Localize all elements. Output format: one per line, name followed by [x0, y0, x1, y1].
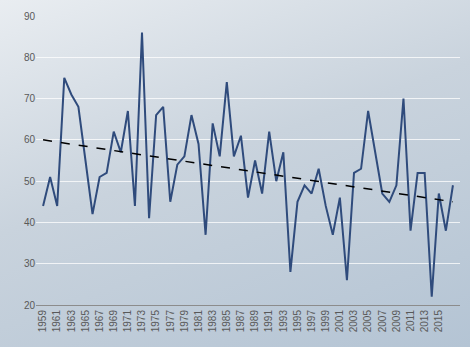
- svg-text:2015: 2015: [433, 310, 444, 333]
- svg-text:1973: 1973: [136, 310, 147, 333]
- svg-text:60: 60: [24, 134, 36, 145]
- svg-text:2001: 2001: [334, 310, 345, 333]
- svg-text:70: 70: [24, 93, 36, 104]
- svg-text:1961: 1961: [51, 310, 62, 333]
- svg-text:30: 30: [24, 258, 36, 269]
- svg-text:50: 50: [24, 176, 36, 187]
- svg-text:1985: 1985: [221, 310, 232, 333]
- svg-text:80: 80: [24, 52, 36, 63]
- svg-text:2009: 2009: [391, 310, 402, 333]
- svg-text:1993: 1993: [278, 310, 289, 333]
- svg-text:2013: 2013: [419, 310, 430, 333]
- svg-text:1983: 1983: [207, 310, 218, 333]
- svg-text:1997: 1997: [306, 310, 317, 333]
- svg-text:1991: 1991: [263, 310, 274, 333]
- svg-text:2005: 2005: [362, 310, 373, 333]
- svg-text:1979: 1979: [179, 310, 190, 333]
- svg-text:40: 40: [24, 217, 36, 228]
- svg-text:1987: 1987: [235, 310, 246, 333]
- svg-text:1965: 1965: [80, 310, 91, 333]
- svg-text:1995: 1995: [292, 310, 303, 333]
- svg-text:2011: 2011: [405, 310, 416, 332]
- svg-text:2003: 2003: [348, 310, 359, 333]
- svg-text:1989: 1989: [249, 310, 260, 333]
- svg-text:2007: 2007: [377, 310, 388, 333]
- svg-text:1971: 1971: [122, 310, 133, 333]
- svg-text:1981: 1981: [193, 310, 204, 333]
- svg-text:20: 20: [24, 300, 36, 311]
- svg-text:1969: 1969: [108, 310, 119, 333]
- svg-text:1959: 1959: [37, 310, 48, 333]
- svg-text:1975: 1975: [150, 310, 161, 333]
- svg-text:1963: 1963: [66, 310, 77, 333]
- svg-text:1999: 1999: [320, 310, 331, 333]
- svg-text:1977: 1977: [165, 310, 176, 333]
- svg-text:90: 90: [24, 11, 36, 22]
- svg-text:1967: 1967: [94, 310, 105, 333]
